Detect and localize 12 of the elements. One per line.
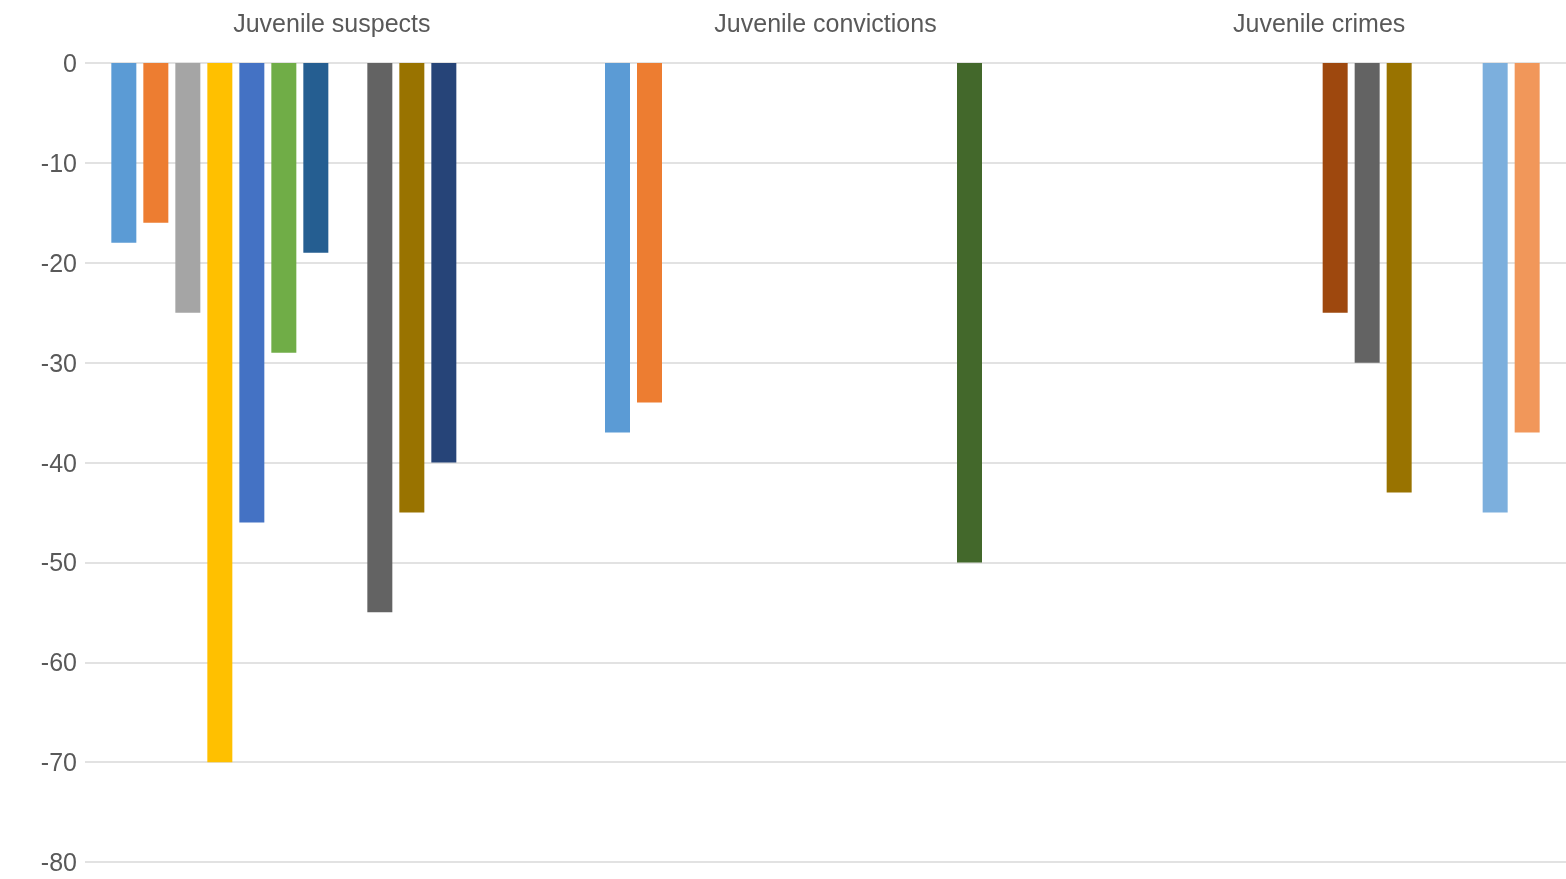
y-tick-label: -20 [40,248,77,277]
y-tick-label: -70 [40,748,77,777]
y-tick-label: -30 [40,348,77,377]
y-tick-label: -50 [40,548,77,577]
y-tick-label: -10 [40,148,77,177]
y-tick-label: -80 [40,848,77,876]
x-tick-label: Juvenile crimes [1233,8,1406,37]
y-tick-label: -60 [40,648,77,677]
y-tick-label: -40 [40,448,77,477]
x-tick-label: Juvenile convictions [714,8,937,37]
x-tick-label: Juvenile suspects [233,8,431,37]
y-tick-label: 0 [63,49,77,77]
